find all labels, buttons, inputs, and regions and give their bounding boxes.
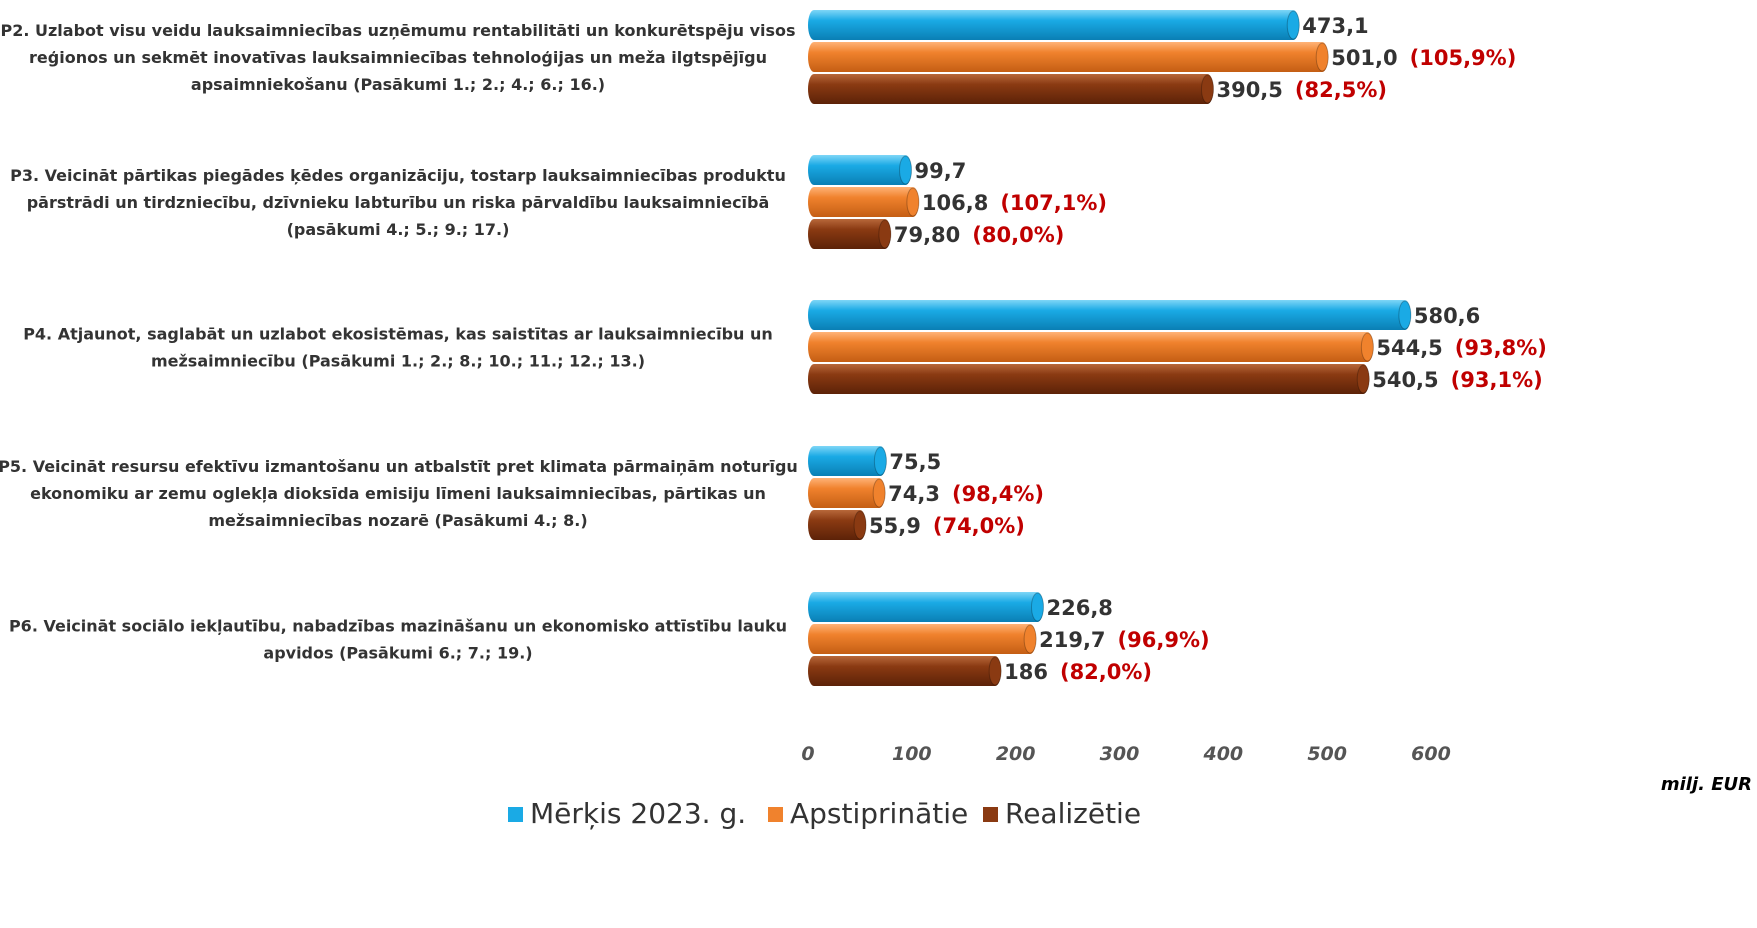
- value-label: 501,0: [1331, 46, 1397, 70]
- value-label: 79,80: [894, 223, 960, 247]
- x-tick-label: 400: [1202, 743, 1243, 765]
- bar-series-2-cat-4: [808, 656, 1002, 686]
- bar-cap: [988, 656, 1002, 686]
- value-label: 75,5: [889, 450, 941, 474]
- x-axis: 0 100 200 300 400 500 600 milj. EUR: [801, 743, 1752, 795]
- category-label-line: P5. Veicināt resursu efektīvu izmantošan…: [0, 457, 798, 476]
- value-label: 390,5: [1216, 78, 1282, 102]
- category-label-line: apvidos (Pasākumi 6.; 7.; 19.): [263, 644, 532, 663]
- x-tick-label: 300: [1100, 743, 1140, 765]
- value-label: 226,8: [1046, 596, 1112, 620]
- legend-label-2: Realizētie: [1005, 797, 1141, 830]
- bar-cap: [853, 510, 867, 540]
- value-label: 540,5: [1372, 368, 1438, 392]
- value-label: 55,9: [869, 514, 921, 538]
- category-label-line: mežsaimniecības nozarē (Pasākumi 4.; 8.): [208, 511, 587, 530]
- category-label-line: P3. Veicināt pārtikas piegādes ķēdes org…: [10, 166, 786, 185]
- bar-cap: [873, 446, 887, 476]
- bar-series-2-cat-3: [808, 510, 867, 540]
- percent-label: (82,0%): [1060, 660, 1152, 684]
- x-tick-label: 100: [892, 743, 932, 765]
- bar-cap: [1200, 74, 1214, 104]
- x-unit-label: milj. EUR: [1661, 774, 1752, 795]
- bar-cap: [899, 155, 913, 185]
- percent-label: (107,1%): [1000, 191, 1107, 215]
- bar-series-0-cat-2: [808, 300, 1411, 330]
- bar-cap: [1315, 42, 1329, 72]
- percent-label: (105,9%): [1410, 46, 1517, 70]
- bar-cap: [1286, 10, 1300, 40]
- legend-swatch-0: [508, 807, 523, 822]
- category-label-line: (pasākumi 4.; 5.; 9.; 17.): [287, 220, 510, 239]
- legend-swatch-1: [768, 807, 783, 822]
- category-label-line: reģionos un sekmēt inovatīvas lauksaimni…: [29, 48, 767, 67]
- percent-label: (93,8%): [1455, 336, 1547, 360]
- category-label-line: apsaimniekošanu (Pasākumi 1.; 2.; 4.; 6.…: [191, 75, 605, 94]
- percent-label: (98,4%): [952, 482, 1044, 506]
- x-tick-label: 600: [1411, 743, 1451, 765]
- bars: [808, 10, 1412, 686]
- value-label: 74,3: [888, 482, 940, 506]
- percent-label: (80,0%): [972, 223, 1064, 247]
- value-label: 580,6: [1414, 304, 1480, 328]
- legend-swatch-2: [983, 807, 998, 822]
- bar-cap: [1030, 592, 1044, 622]
- percent-label: (82,5%): [1295, 78, 1387, 102]
- bar-cap: [1360, 332, 1374, 362]
- category-label-line: ekonomiku ar zemu oglekļa dioksīda emisi…: [30, 484, 766, 503]
- bar-series-1-cat-4: [808, 624, 1037, 654]
- bar-series-1-cat-3: [808, 478, 886, 508]
- percent-label: (74,0%): [933, 514, 1025, 538]
- bar-series-0-cat-3: [808, 446, 887, 476]
- category-label-line: P4. Atjaunot, saglabāt un uzlabot ekosis…: [23, 325, 773, 344]
- bar-series-2-cat-0: [808, 74, 1214, 104]
- legend-label-0: Mērķis 2023. g.: [530, 797, 746, 830]
- category-label-line: mežsaimniecību (Pasākumi 1.; 2.; 8.; 10.…: [151, 352, 645, 371]
- value-labels: 473,1 99,7 580,6 75,5 226,8 501,0 (105,9%) 106,…: [869, 14, 1547, 684]
- value-label: 544,5: [1376, 336, 1442, 360]
- bar-series-1-cat-0: [808, 42, 1329, 72]
- bar-cap: [872, 478, 886, 508]
- category-label-line: pārstrādi un tirdzniecību, dzīvnieku lab…: [27, 193, 770, 212]
- category-label-line: P6. Veicināt sociālo iekļautību, nabadzī…: [9, 617, 787, 636]
- bar-series-0-cat-0: [808, 10, 1300, 40]
- percent-label: (96,9%): [1118, 628, 1210, 652]
- value-label: 99,7: [915, 159, 967, 183]
- bar-series-0-cat-4: [808, 592, 1044, 622]
- bar-cap: [1023, 624, 1037, 654]
- bar-series-2-cat-1: [808, 219, 891, 249]
- x-tick-label: 0: [801, 743, 814, 765]
- percent-label: (93,1%): [1451, 368, 1543, 392]
- category-labels: P2. Uzlabot visu veidu lauksaimniecības …: [0, 21, 798, 663]
- x-tick-label: 200: [996, 743, 1036, 765]
- legend: Mērķis 2023. g. Apstiprinātie Realizētie: [508, 797, 1141, 830]
- value-label: 106,8: [922, 191, 988, 215]
- value-label: 473,1: [1302, 14, 1368, 38]
- bar-cap: [1356, 364, 1370, 394]
- category-label-line: P2. Uzlabot visu veidu lauksaimniecības …: [0, 21, 795, 40]
- value-label: 186: [1004, 660, 1048, 684]
- bar-series-0-cat-1: [808, 155, 912, 185]
- value-label: 219,7: [1039, 628, 1105, 652]
- bar-series-1-cat-2: [808, 332, 1374, 362]
- bar-cap: [1398, 300, 1412, 330]
- legend-label-1: Apstiprinātie: [790, 797, 968, 830]
- bar-series-1-cat-1: [808, 187, 919, 217]
- bar-series-2-cat-2: [808, 364, 1370, 394]
- bar-cap: [878, 219, 892, 249]
- x-tick-label: 500: [1307, 743, 1347, 765]
- bar-cap: [906, 187, 920, 217]
